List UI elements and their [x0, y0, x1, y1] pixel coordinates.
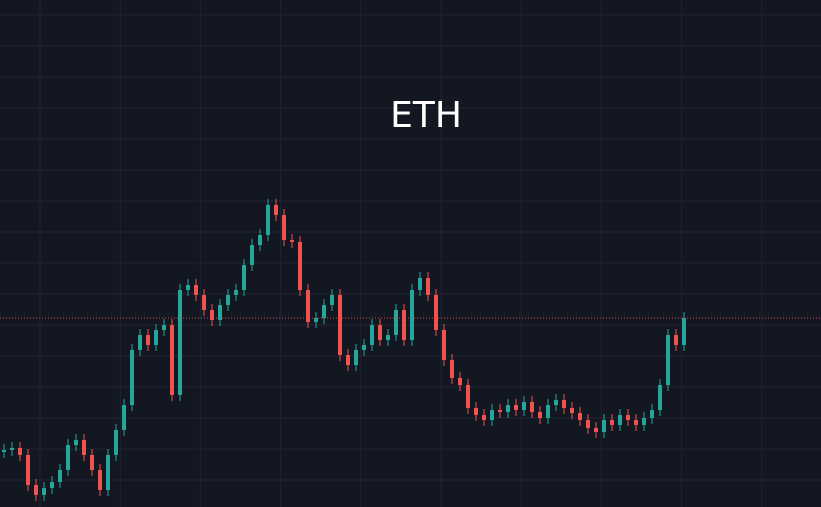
candle-body: [426, 278, 430, 295]
candle-body: [474, 408, 478, 415]
candles: [0, 199, 821, 501]
candle-body: [410, 290, 414, 340]
candle-body: [394, 310, 398, 335]
candle-body: [122, 405, 126, 430]
candle-body: [138, 335, 142, 350]
candle-body: [90, 455, 94, 470]
candle-body: [594, 428, 598, 432]
candle-body: [562, 400, 566, 408]
candle-body: [618, 415, 622, 425]
candle-body: [234, 290, 238, 295]
candle-body: [482, 415, 486, 420]
candle-body: [82, 440, 86, 455]
candle-body: [258, 235, 262, 245]
candle-body: [658, 385, 662, 410]
candle-body: [98, 470, 102, 490]
candle-body: [546, 405, 550, 418]
candle-body: [386, 335, 390, 340]
candle-body: [634, 420, 638, 425]
candle-body: [50, 482, 54, 488]
candle-body: [330, 295, 334, 305]
candle-body: [306, 290, 310, 322]
candle-body: [226, 295, 230, 305]
candle-body: [18, 448, 22, 455]
candle-body: [530, 402, 534, 412]
candle-body: [346, 355, 350, 365]
candle-body: [458, 378, 462, 385]
candle-body: [498, 410, 502, 412]
candle-body: [506, 405, 510, 412]
candle-body: [610, 420, 614, 425]
candle-body: [218, 305, 222, 320]
candle-body: [178, 290, 182, 395]
candle-body: [202, 295, 206, 310]
candle-body: [242, 265, 246, 290]
candle-body: [362, 345, 366, 350]
candle-body: [194, 285, 198, 295]
candle-body: [2, 450, 6, 452]
candle-body: [554, 400, 558, 405]
candle-body: [170, 325, 174, 395]
candle-body: [626, 415, 630, 420]
candle-body: [322, 305, 326, 318]
candle-body: [58, 470, 62, 482]
candle-body: [74, 440, 78, 445]
candle-body: [66, 445, 70, 470]
candle-body: [490, 410, 494, 420]
candle-body: [522, 402, 526, 410]
candle-body: [154, 330, 158, 345]
candle-body: [586, 420, 590, 428]
candle-body: [130, 350, 134, 405]
candle-body: [418, 278, 422, 290]
candle-body: [570, 408, 574, 413]
candle-body: [298, 242, 302, 290]
candle-body: [282, 215, 286, 240]
candle-body: [354, 350, 358, 365]
candle-body: [450, 360, 454, 378]
candle-body: [274, 205, 278, 215]
candle-body: [338, 295, 342, 355]
candle-body: [514, 405, 518, 410]
candle-body: [538, 412, 542, 418]
candle-body: [682, 318, 686, 345]
candle-body: [642, 418, 646, 425]
candle-body: [466, 385, 470, 408]
candle-body: [114, 430, 118, 455]
candle-body: [250, 245, 254, 265]
candle-body: [26, 455, 30, 485]
candle-body: [666, 335, 670, 385]
candle-body: [314, 318, 318, 322]
candle-body: [434, 295, 438, 330]
candle-body: [650, 410, 654, 418]
candle-body: [602, 420, 606, 432]
candle-body: [402, 310, 406, 340]
candle-body: [370, 325, 374, 345]
candle-body: [146, 335, 150, 345]
candle-body: [266, 205, 270, 235]
candle-body: [578, 413, 582, 420]
candle-body: [442, 330, 446, 360]
candle-body: [378, 325, 382, 340]
candle-body: [10, 448, 14, 450]
candle-body: [210, 310, 214, 320]
candle-body: [106, 455, 110, 490]
candle-body: [162, 325, 166, 330]
candle-body: [290, 240, 294, 242]
candle-body: [186, 285, 190, 290]
candle-body: [42, 488, 46, 495]
chart-title: ETH: [390, 95, 462, 136]
candle-body: [34, 485, 38, 495]
candle-body: [674, 335, 678, 345]
